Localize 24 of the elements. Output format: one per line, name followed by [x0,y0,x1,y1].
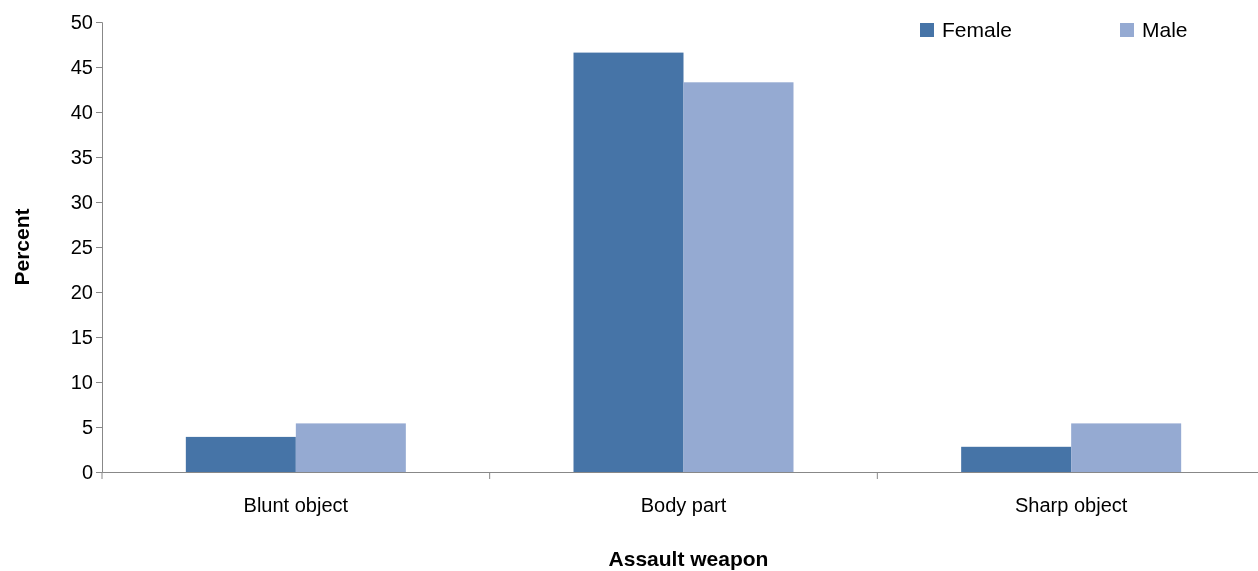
y-tick-label: 50 [70,10,93,33]
bar [185,436,296,472]
y-axis-title: Percent [10,208,33,286]
x-tick-label: Sharp object [1015,494,1128,517]
y-tick-label: 15 [70,325,93,348]
y-tick-label: 20 [70,280,93,303]
bar [573,52,684,472]
x-tick-label: Blunt object [243,494,349,517]
x-tick-label: Body part [640,494,727,517]
legend-label: Female [942,18,1013,41]
bar [295,423,406,472]
y-tick-label: 10 [70,370,93,393]
y-tick-label: 35 [70,145,93,168]
x-axis-title: Assault weapon [608,547,769,570]
y-tick-label: 25 [70,235,93,258]
bar [961,446,1072,472]
y-tick-label: 40 [70,100,93,123]
legend-label: Male [1142,18,1188,41]
y-tick-label: 30 [70,190,93,213]
bar [1071,423,1182,472]
bar [683,82,794,472]
y-tick-label: 5 [81,415,93,438]
y-tick-label: 45 [70,55,93,78]
y-tick-label: 0 [81,460,93,483]
